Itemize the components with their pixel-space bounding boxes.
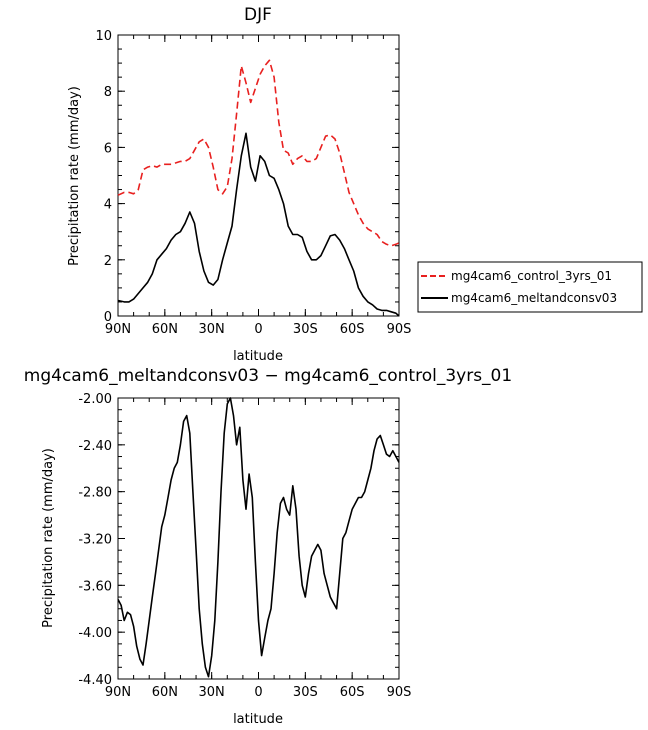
top-y-axis-label: Precipitation rate (mm/day) xyxy=(67,86,82,266)
bottom-x-axis-label: latitude xyxy=(233,712,283,727)
x-tick-label: 90N xyxy=(105,322,131,337)
y-tick-label: -4.40 xyxy=(78,673,112,688)
x-tick-label: 90S xyxy=(387,685,412,700)
bottom-panel-title: mg4cam6_meltandconsv03 − mg4cam6_control… xyxy=(24,366,512,386)
bottom-y-axis-label: Precipitation rate (mm/day) xyxy=(41,448,56,628)
series-line-0-0 xyxy=(117,59,400,247)
legend-label-meltandconsv: mg4cam6_meltandconsv03 xyxy=(451,291,617,305)
plot-frame xyxy=(117,34,400,317)
top-x-axis-label: latitude xyxy=(233,349,283,364)
x-tick-label: 60N xyxy=(152,685,178,700)
x-tick-label: 60S xyxy=(340,685,365,700)
x-tick-label: 30S xyxy=(293,685,318,700)
top-plot-area: 90N 60N 30N 0 30S 60S 90S 0 2 4 6 8 10 xyxy=(95,29,411,337)
y-tick-label: 8 xyxy=(104,85,112,100)
bottom-plot-area: 90N 60N 30N 0 30S 60S 90S -4.40 -4.00 -3.60 -3.20 -… xyxy=(78,392,411,700)
x-tick-label: 60S xyxy=(340,322,365,337)
series-line-1-0 xyxy=(117,397,400,678)
y-tick-label: 6 xyxy=(104,141,112,156)
x-tick-label: 90S xyxy=(387,322,412,337)
y-tick-label: -2.40 xyxy=(78,439,112,454)
x-tick-label: 30N xyxy=(199,685,225,700)
legend-label-control: mg4cam6_control_3yrs_01 xyxy=(451,269,612,283)
bottom-panel: mg4cam6_meltandconsv03 − mg4cam6_control… xyxy=(24,366,512,727)
y-tick-label: -2.80 xyxy=(78,486,112,501)
x-tick-label: 30N xyxy=(199,322,225,337)
y-tick-label: -3.60 xyxy=(78,579,112,594)
y-tick-label: -4.00 xyxy=(78,626,112,641)
series-line-0-1 xyxy=(117,132,400,317)
x-tick-label: 0 xyxy=(254,322,262,337)
x-tick-label: 90N xyxy=(105,685,131,700)
y-tick-label: 10 xyxy=(95,29,112,44)
y-tick-label: 2 xyxy=(104,254,112,269)
legend-box xyxy=(417,261,643,313)
x-tick-label: 0 xyxy=(254,685,262,700)
y-tick-label: -3.20 xyxy=(78,533,112,548)
y-tick-label: 4 xyxy=(104,198,112,213)
y-tick-label: 0 xyxy=(104,310,112,325)
x-tick-label: 60N xyxy=(152,322,178,337)
top-panel-title: DJF xyxy=(244,5,272,25)
legend: mg4cam6_control_3yrs_01 mg4cam6_meltandc… xyxy=(417,261,643,313)
x-tick-label: 30S xyxy=(293,322,318,337)
y-tick-label: -2.00 xyxy=(78,392,112,407)
